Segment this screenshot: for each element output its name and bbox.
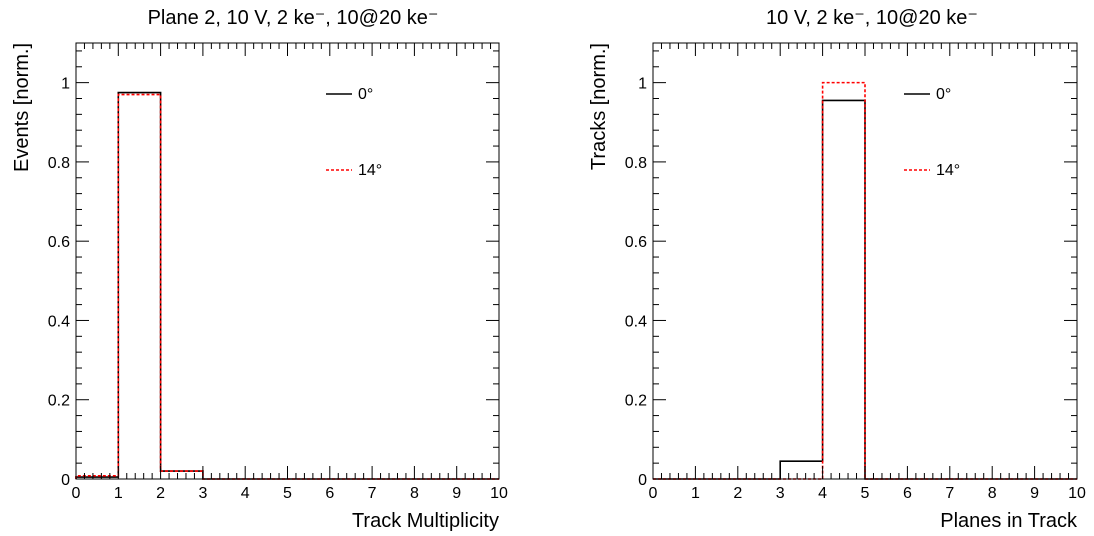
chart-panel-left: Plane 2, 10 V, 2 ke⁻, 10@20 ke⁻ 0 1 2 3 4 5 6 7 8… (11, 7, 508, 532)
x-tick-label: 6 (903, 485, 912, 502)
legend-label: 14° (358, 162, 382, 179)
x-tick-label: 7 (945, 485, 954, 502)
y-tick-label: 1 (638, 76, 647, 93)
histogram-series-1 (75, 93, 499, 480)
y-tick-label: 0 (638, 472, 647, 489)
x-tick-label: 8 (410, 485, 419, 502)
x-axis-label: Track Multiplicity (352, 510, 499, 532)
plot-frame (75, 42, 500, 480)
y-tick-label: 0.6 (625, 234, 647, 251)
x-tick-label: 10 (1068, 485, 1086, 502)
x-tick-label: 6 (325, 485, 334, 502)
x-tick-label: 2 (733, 485, 742, 502)
x-tick-label: 1 (691, 485, 700, 502)
x-tick-label: 9 (1030, 485, 1039, 502)
histogram-series-0 (75, 91, 499, 480)
y-axis-label: Tracks [norm.] (588, 43, 610, 170)
y-tick-label: 0.8 (48, 155, 70, 172)
x-tick-label: 3 (198, 485, 207, 502)
y-tick-label: 1 (61, 76, 70, 93)
chart-panel-right: 10 V, 2 ke⁻, 10@20 ke⁻ 0 1 2 3 4 5 6 7 8 9 10 0 0.2 0.… (588, 7, 1086, 532)
chart-title: Plane 2, 10 V, 2 ke⁻, 10@20 ke⁻ (148, 7, 439, 29)
y-tick-label: 0 (61, 472, 70, 489)
x-tick-label: 8 (988, 485, 997, 502)
y-tick-label: 0.8 (625, 155, 647, 172)
y-axis-label: Events [norm.] (11, 43, 33, 172)
x-tick-label: 5 (283, 485, 292, 502)
x-tick-label: 4 (818, 485, 827, 502)
x-tick-label: 0 (649, 485, 658, 502)
x-tick-label: 1 (114, 485, 123, 502)
x-tick-label: 7 (368, 485, 377, 502)
y-tick-label: 0.6 (48, 234, 70, 251)
y-tick-label: 0.2 (48, 393, 70, 410)
legend-label: 0° (358, 86, 373, 103)
y-tick-label: 0.2 (625, 393, 647, 410)
y-tick-label: 0.4 (625, 313, 647, 330)
chart-title: 10 V, 2 ke⁻, 10@20 ke⁻ (766, 7, 978, 29)
legend-label: 0° (936, 86, 951, 103)
x-tick-label: 4 (241, 485, 250, 502)
legend-label: 14° (936, 162, 960, 179)
x-tick-label: 2 (156, 485, 165, 502)
histogram-series-1 (653, 81, 1077, 480)
x-tick-label: 3 (776, 485, 785, 502)
x-tick-label: 9 (452, 485, 461, 502)
x-tick-label: 10 (490, 485, 508, 502)
y-tick-label: 0.4 (48, 313, 70, 330)
x-axis-label: Planes in Track (940, 510, 1078, 532)
x-tick-label: 0 (72, 485, 81, 502)
x-tick-label: 5 (861, 485, 870, 502)
